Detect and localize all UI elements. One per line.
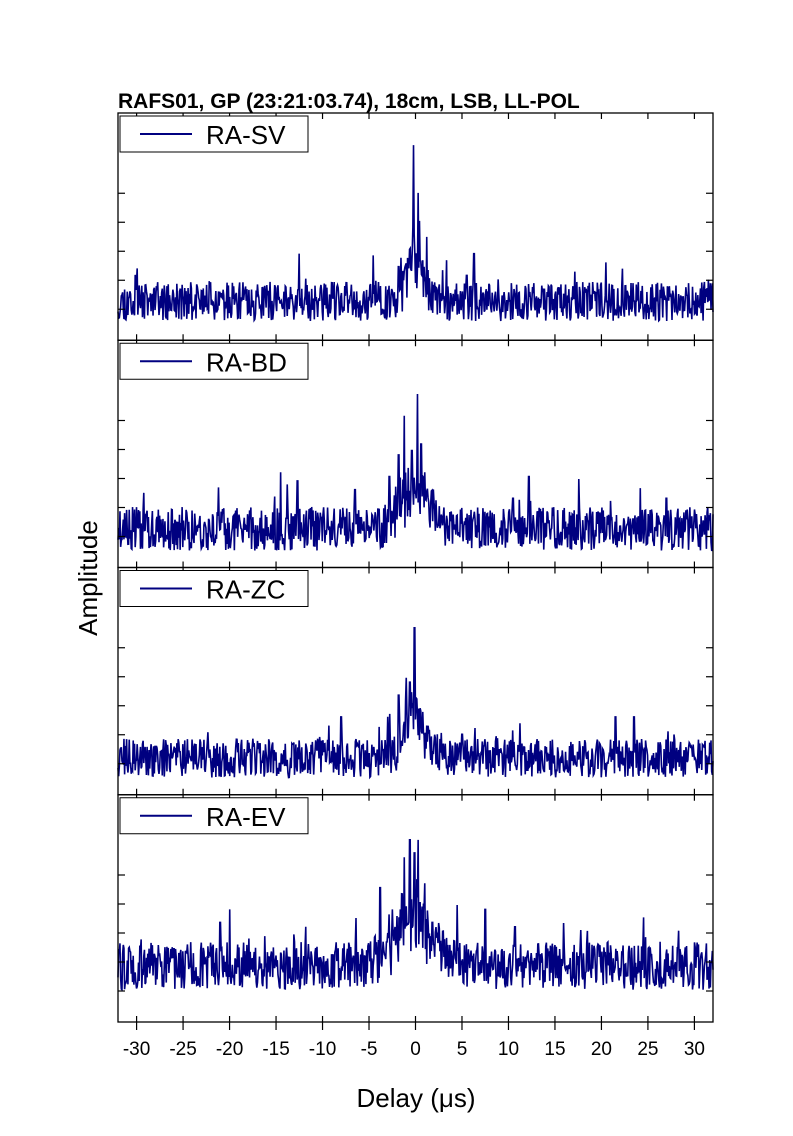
x-axis: -30 -25 -20 -15 -10 -5 0 5 10 15 20 25 30 xyxy=(123,1022,705,1060)
y-axis-label: Amplitude xyxy=(73,520,103,636)
x-tick-label: -15 xyxy=(262,1039,289,1060)
panel-ra-ev: RA-EV xyxy=(117,794,714,1023)
legend-ra-sv: RA-SV xyxy=(119,115,309,153)
legend-label: RA-EV xyxy=(206,802,286,832)
x-tick-label: -30 xyxy=(123,1039,150,1060)
x-tick-label: 10 xyxy=(498,1039,519,1060)
legend-label: RA-ZC xyxy=(206,575,285,605)
chart-panels: RA-SV RA-BD RA-ZC RA-EV xyxy=(117,112,714,1023)
x-axis-label: Delay (μs) xyxy=(357,1083,476,1113)
x-tick-label: 15 xyxy=(544,1039,565,1060)
series-line-ra-bd xyxy=(117,394,714,552)
x-tick-label: -5 xyxy=(361,1039,378,1060)
legend-label: RA-SV xyxy=(206,120,286,150)
x-tick-label: 5 xyxy=(457,1039,468,1060)
series-line-ra-zc xyxy=(117,627,714,780)
panel-ra-zc: RA-ZC xyxy=(117,566,714,796)
panel-ra-bd: RA-BD xyxy=(117,339,714,569)
legend-ra-zc: RA-ZC xyxy=(119,570,309,607)
legend-ra-ev: RA-EV xyxy=(119,797,309,835)
x-tick-label: 0 xyxy=(410,1039,421,1060)
x-tick-label: -20 xyxy=(216,1039,243,1060)
chart-title: RAFS01, GP (23:21:03.74), 18cm, LSB, LL-… xyxy=(118,90,580,113)
series-line-ra-ev xyxy=(117,839,714,992)
x-tick-label: 20 xyxy=(591,1039,612,1060)
x-tick-label: 30 xyxy=(684,1039,705,1060)
panel-ra-sv: RA-SV xyxy=(117,112,714,341)
x-tick-label: -10 xyxy=(309,1039,336,1060)
legend-ra-bd: RA-BD xyxy=(119,342,309,380)
x-tick-label: 25 xyxy=(637,1039,658,1060)
legend-box xyxy=(119,342,309,380)
legend-label: RA-BD xyxy=(206,347,287,377)
x-tick-label: -25 xyxy=(169,1039,196,1060)
series-line-ra-sv xyxy=(117,145,714,323)
